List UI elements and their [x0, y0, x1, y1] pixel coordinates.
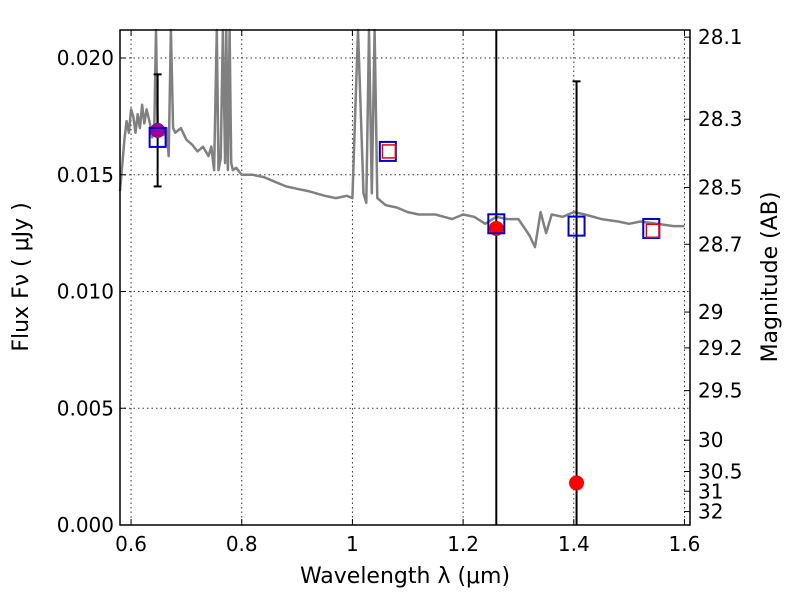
y-tick-label: 0.005	[57, 396, 114, 420]
y-tick-label: 0.010	[57, 280, 114, 304]
grid-layer	[120, 30, 690, 525]
axes-layer	[119, 29, 691, 526]
model-photometry-red-square	[645, 223, 661, 239]
mag-tick-label: 30	[698, 428, 723, 452]
model-sed-line	[118, 28, 685, 249]
mag-tick-label: 28.1	[698, 25, 743, 49]
marker-layer	[148, 122, 661, 491]
x-axis-label: Wavelength λ (μm)	[300, 564, 510, 589]
x-tick-label: 1.2	[447, 532, 479, 556]
x-tick-label: 1.4	[558, 532, 590, 556]
x-tick-label: 1.6	[669, 532, 701, 556]
mag-tick-label: 28.3	[698, 107, 743, 131]
mag-tick-label: 28.7	[698, 232, 743, 256]
mag-tick-label: 28.5	[698, 176, 743, 200]
y-axis-label: Flux Fν ( μJy )	[9, 202, 34, 351]
model-photometry-blue-square	[148, 126, 167, 148]
model-photometry-blue-square	[567, 215, 586, 237]
x-tick-label: 1	[346, 532, 359, 556]
x-tick-label: 0.6	[115, 532, 147, 556]
x-tick-label: 0.8	[226, 532, 258, 556]
mag-tick-label: 30.5	[698, 460, 743, 484]
plot-frame	[119, 29, 691, 526]
y-axis-right-label: Magnitude (AB)	[758, 192, 783, 363]
y-tick-label: 0.015	[57, 163, 114, 187]
observed-flux-point	[569, 475, 585, 491]
mag-tick-label: 29	[698, 300, 723, 324]
tick-layer: 0.6 0.8 1 1.2 1.4 1.6 0.000 0.005 0.010 0.015 0.02…	[57, 25, 743, 556]
y-tick-label: 0.020	[57, 46, 114, 70]
mag-tick-label: 29.5	[698, 379, 743, 403]
y-tick-label: 0.000	[57, 513, 114, 537]
series-layer	[118, 28, 685, 249]
observed-flux-point	[150, 122, 166, 138]
mag-tick-label: 32	[698, 500, 723, 524]
mag-tick-label: 29.2	[698, 336, 743, 360]
model-photometry-red-square	[381, 144, 397, 159]
observed-flux-point	[488, 220, 504, 236]
mag-tick-label: 31	[698, 479, 723, 503]
model-photometry-blue-square	[487, 213, 506, 235]
